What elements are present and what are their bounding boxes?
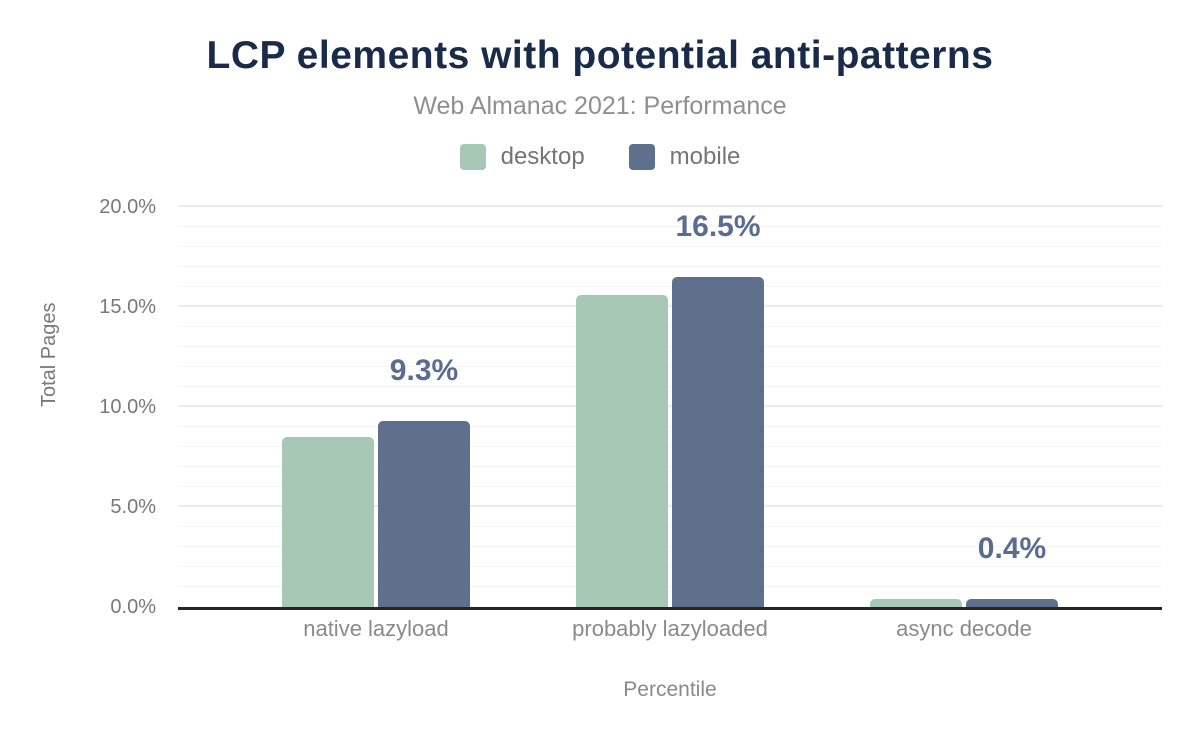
- minor-gridline: [178, 526, 1162, 527]
- mobile-bar-probably-lazyloaded: [672, 277, 764, 607]
- x-category-label: native lazyload: [303, 616, 449, 641]
- minor-gridline: [178, 566, 1162, 567]
- major-gridline: [178, 405, 1162, 407]
- legend-item-mobile: mobile: [628, 143, 741, 171]
- minor-gridline: [178, 426, 1162, 427]
- desktop-swatch-icon: [459, 144, 486, 170]
- bar-value-label: 9.3%: [389, 354, 459, 387]
- x-category-label: async decode: [896, 616, 1032, 641]
- x-category-label: probably lazyloaded: [572, 616, 768, 641]
- bar-value-label: 16.5%: [675, 210, 761, 243]
- mobile-bar-async-decode: [966, 599, 1058, 607]
- y-tick-label: 0.0%: [110, 596, 156, 618]
- bar-value-label: 0.4%: [977, 532, 1047, 565]
- legend-item-desktop: desktop: [459, 143, 585, 171]
- x-axis-line: [178, 607, 1162, 610]
- chart-title: LCP elements with potential anti-pattern…: [206, 34, 994, 77]
- minor-gridline: [178, 246, 1162, 247]
- major-gridline: [178, 505, 1162, 507]
- major-gridline: [178, 205, 1162, 207]
- mobile-swatch-icon: [628, 144, 655, 170]
- major-gridline: [178, 305, 1162, 307]
- minor-gridline: [178, 266, 1162, 267]
- x-axis-title: Percentile: [623, 678, 717, 701]
- y-tick-label: 20.0%: [99, 196, 156, 218]
- desktop-bar-probably-lazyloaded: [576, 295, 668, 607]
- minor-gridline: [178, 326, 1162, 327]
- mobile-bar-native-lazyload: [378, 421, 470, 607]
- legend-label-mobile: mobile: [669, 143, 741, 170]
- minor-gridline: [178, 346, 1162, 347]
- minor-gridline: [178, 386, 1162, 387]
- minor-gridline: [178, 586, 1162, 587]
- minor-gridline: [178, 286, 1162, 287]
- minor-gridline: [178, 546, 1162, 547]
- legend: desktop mobile: [0, 142, 1200, 172]
- desktop-bar-native-lazyload: [282, 437, 374, 607]
- minor-gridline: [178, 486, 1162, 487]
- legend-label-desktop: desktop: [500, 143, 585, 170]
- y-tick-label: 15.0%: [99, 296, 156, 318]
- y-axis-ticks: 20.0% 15.0% 10.0% 5.0% 0.0%: [0, 197, 166, 617]
- plot-area: 9.3% 16.5% 0.4%: [178, 205, 1162, 610]
- chart-subtitle: Web Almanac 2021: Performance: [413, 92, 787, 120]
- y-tick-label: 10.0%: [99, 396, 156, 418]
- minor-gridline: [178, 226, 1162, 227]
- desktop-bar-async-decode: [870, 599, 962, 607]
- y-tick-label: 5.0%: [110, 496, 156, 518]
- minor-gridline: [178, 446, 1162, 447]
- minor-gridline: [178, 466, 1162, 467]
- minor-gridline: [178, 366, 1162, 367]
